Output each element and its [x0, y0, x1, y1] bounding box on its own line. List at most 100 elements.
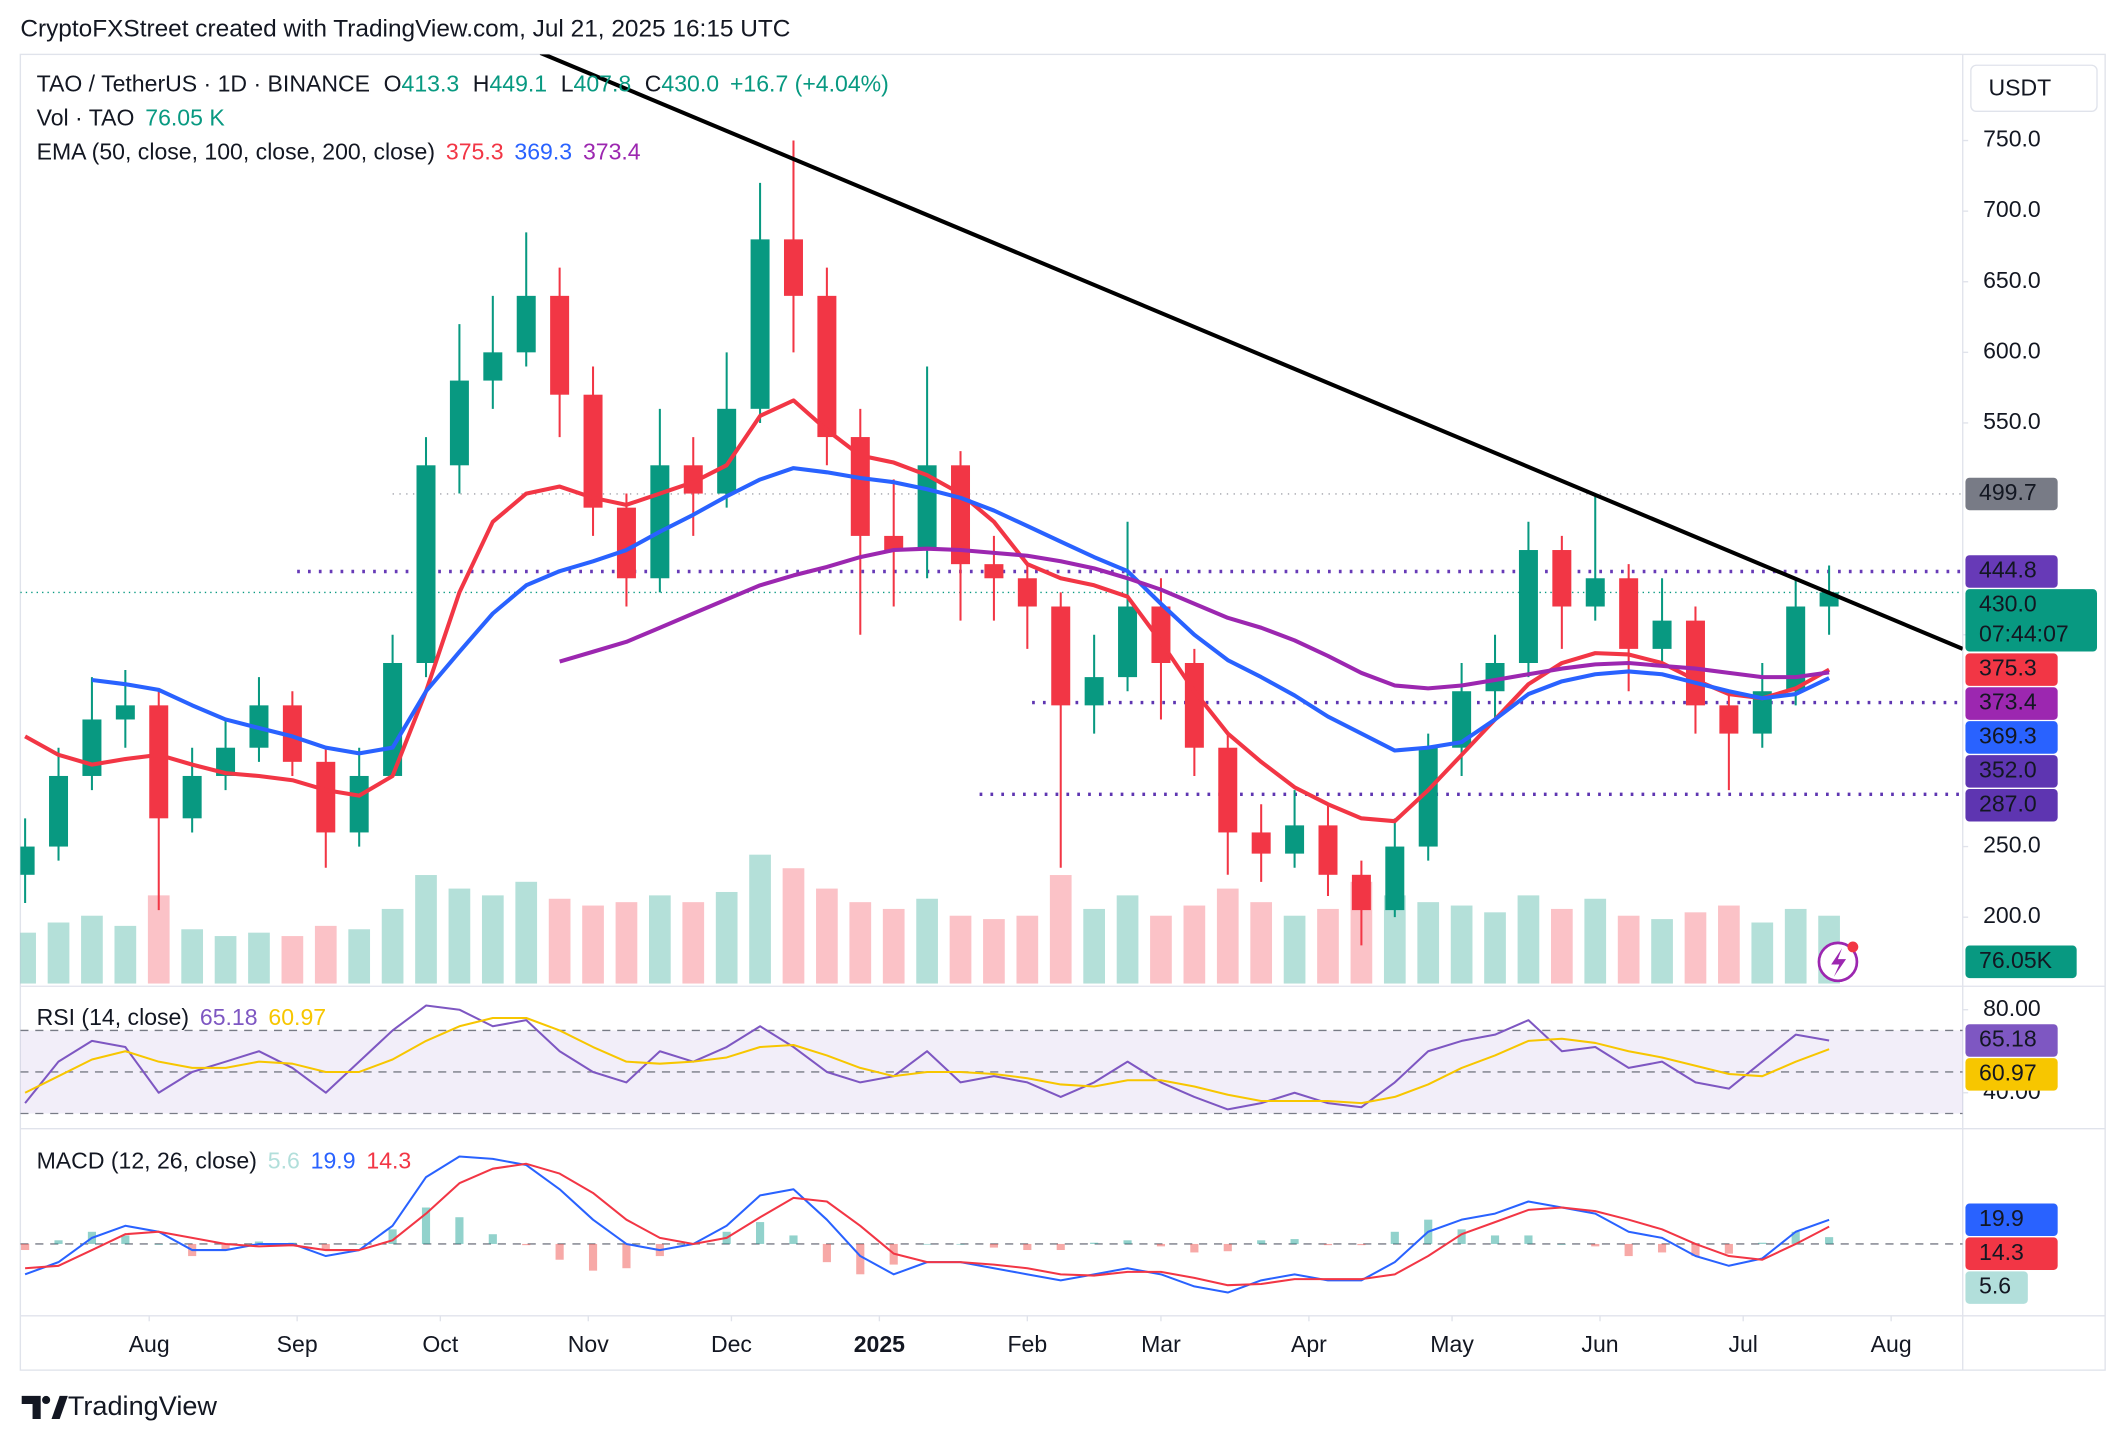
legend-item: 5.6 — [268, 1148, 300, 1174]
macd-histogram-bar — [1557, 1243, 1566, 1245]
volume-bar — [1450, 905, 1473, 984]
price-label-box — [1965, 945, 2077, 979]
candle-body — [550, 295, 570, 395]
legend-item: EMA (50, close, 100, close, 200, close) — [37, 139, 435, 165]
x-tick-label: Jul — [1728, 1331, 1757, 1357]
volume-bar — [548, 898, 571, 984]
x-tick-label: Mar — [1141, 1331, 1181, 1357]
price-label: 60.97 — [1979, 1059, 2037, 1085]
legend-item: RSI (14, close) — [37, 1004, 189, 1030]
volume-bar — [1016, 915, 1039, 984]
macd-histogram-bar — [154, 1243, 163, 1245]
volume-bar — [1183, 905, 1206, 984]
volume-bar — [381, 908, 404, 984]
macd-histogram-bar — [1657, 1243, 1667, 1253]
price-label: 352.0 — [1979, 756, 2037, 782]
candle-body — [1552, 550, 1572, 607]
volume-bar — [181, 929, 204, 984]
volume-bar — [882, 908, 905, 984]
volume-bar — [782, 868, 805, 984]
x-tick-label: Oct — [422, 1331, 458, 1357]
candle-body — [316, 761, 336, 833]
volume-bar — [1083, 908, 1105, 984]
macd-histogram-bar — [1691, 1243, 1700, 1257]
candle-body — [1786, 606, 1806, 692]
macd-histogram-bar — [1791, 1231, 1800, 1244]
price-label-box — [1965, 477, 2058, 511]
macd-histogram-bar — [388, 1229, 397, 1244]
macd-histogram-bar — [1223, 1243, 1232, 1252]
macd-histogram-bar — [221, 1243, 230, 1251]
rsi-line — [24, 1016, 1830, 1105]
volume-bar — [1484, 912, 1506, 984]
macd-pane — [20, 1155, 1963, 1294]
candle-body — [516, 295, 536, 353]
volume-bar — [1283, 915, 1306, 984]
candle-body — [1385, 846, 1405, 911]
candle-body — [216, 747, 236, 776]
price-label-box — [1965, 555, 2058, 588]
legend-item: L — [561, 71, 574, 97]
macd-histogram-bar — [1490, 1235, 1500, 1244]
y-tick-label: 750.0 — [1983, 126, 2041, 152]
currency-box[interactable] — [1970, 64, 2098, 113]
x-tick-label: Sep — [277, 1331, 318, 1357]
candle-body — [1051, 606, 1071, 706]
volume-bar — [916, 898, 938, 984]
price-label: 373.4 — [1979, 689, 2037, 715]
price-label: 369.3 — [1979, 723, 2037, 749]
frame — [19, 53, 2106, 1371]
brand-logo — [21, 1395, 68, 1419]
price-label: 287.0 — [1979, 790, 2037, 816]
indicator-icon[interactable] — [1817, 941, 1859, 983]
volume-bar — [415, 875, 437, 984]
macd-histogram-bar — [1724, 1243, 1733, 1254]
macd-histogram-bar — [989, 1243, 998, 1248]
page-title: CryptoFXStreet created with TradingView.… — [20, 15, 790, 42]
candle-body — [616, 507, 636, 579]
macd-histogram-bar — [488, 1234, 497, 1244]
candle-body — [850, 437, 870, 536]
x-tick-label: Jun — [1581, 1331, 1618, 1357]
x-tick-label: Apr — [1291, 1331, 1327, 1357]
trendline — [539, 54, 1963, 651]
x-tick-label: 2025 — [854, 1331, 905, 1357]
volume-bar — [1550, 908, 1573, 984]
x-tick-label: Aug — [1871, 1331, 1912, 1357]
candle-body — [1418, 747, 1438, 847]
volume-bar — [1383, 895, 1406, 984]
ema-line — [24, 398, 1831, 824]
price-label: 430.0 — [1979, 590, 2037, 616]
macd-histogram-bar — [254, 1241, 264, 1244]
candle-body — [483, 352, 503, 381]
price-label-box — [1965, 653, 2058, 686]
volume-bar — [214, 936, 237, 984]
candle-body — [49, 775, 69, 847]
price-label: 375.3 — [1979, 655, 2037, 681]
y-tick-label: 250.0 — [1983, 832, 2041, 858]
brand-name: TradingView — [68, 1390, 218, 1421]
volume-bar — [20, 932, 36, 984]
legend-item: 449.1 — [489, 71, 547, 97]
ema-line — [91, 466, 1830, 756]
candle-body — [82, 719, 102, 776]
macd-histogram-bar — [421, 1207, 431, 1244]
macd-histogram-bar — [1056, 1243, 1065, 1251]
candle-body — [683, 465, 703, 494]
macd-histogram-bar — [1123, 1240, 1132, 1244]
price-label-box — [1965, 589, 2098, 652]
volume-bar — [849, 902, 872, 984]
volume-bar — [515, 881, 538, 984]
legend-item: 65.18 — [200, 1004, 258, 1030]
price-label-box — [1965, 1237, 2058, 1270]
macd-histogram-bar — [455, 1217, 464, 1244]
candle-body — [1752, 691, 1772, 734]
y-tick-label: 600.0 — [1983, 337, 2041, 363]
y-tick-label: 650.0 — [1983, 267, 2041, 293]
volume-bar — [81, 915, 103, 984]
volume-bar — [649, 895, 671, 984]
volume-bar — [281, 936, 304, 984]
legend-item: Vol · TAO — [37, 105, 135, 131]
y-tick-label: 200.0 — [1983, 902, 2041, 928]
